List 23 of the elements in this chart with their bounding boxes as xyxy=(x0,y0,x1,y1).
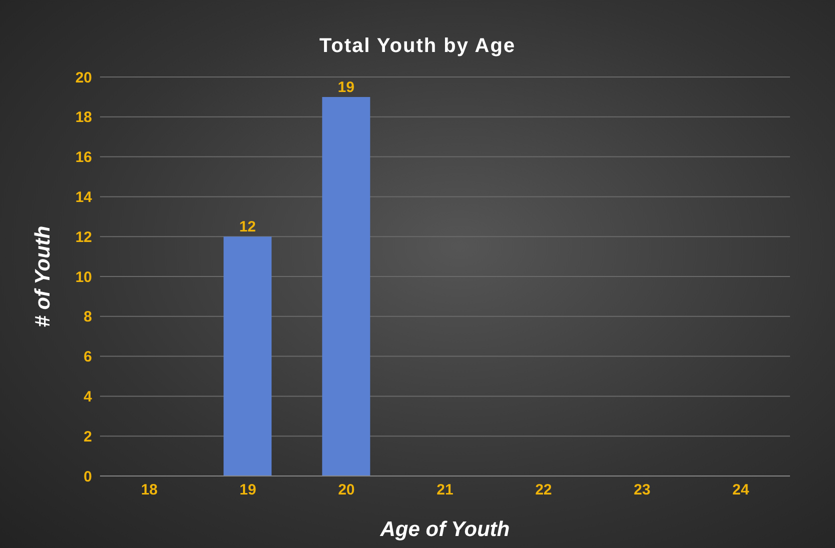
x-tick-label: 20 xyxy=(338,482,355,499)
y-tick-label: 16 xyxy=(75,149,92,166)
x-tick-label: 24 xyxy=(732,482,750,499)
y-tick-label: 10 xyxy=(75,268,92,286)
x-axis-title: Age of Youth xyxy=(379,518,510,541)
y-tick-label: 0 xyxy=(84,468,92,486)
chart-title: Total Youth by Age xyxy=(318,35,517,58)
y-tick-label: 8 xyxy=(84,308,92,326)
x-tick-label: 22 xyxy=(535,482,552,499)
y-axis-title: # of Youth xyxy=(31,226,54,328)
x-tick-label: 23 xyxy=(634,482,650,499)
data-label: 12 xyxy=(239,218,256,236)
y-tick-label: 2 xyxy=(84,428,92,446)
x-tick-label: 21 xyxy=(436,482,454,499)
x-tick-label: 18 xyxy=(140,482,158,499)
x-tick-label: 19 xyxy=(240,482,256,499)
y-tick-label: 4 xyxy=(84,388,93,406)
y-tick-label: 12 xyxy=(75,228,92,246)
data-label: 19 xyxy=(338,78,354,96)
y-tick-label: 20 xyxy=(75,69,92,86)
y-tick-label: 14 xyxy=(75,189,93,206)
y-tick-label: 6 xyxy=(84,348,92,366)
y-tick-label: 18 xyxy=(75,109,92,126)
